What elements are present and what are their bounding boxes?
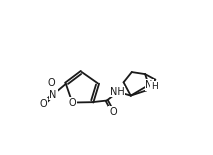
Text: O: O (40, 99, 47, 109)
Text: NH: NH (110, 86, 124, 97)
Text: N: N (49, 89, 57, 100)
Text: H: H (151, 82, 158, 91)
Text: O: O (48, 78, 55, 88)
Text: O: O (68, 98, 76, 108)
Text: O: O (109, 107, 117, 117)
Text: N: N (145, 80, 153, 90)
